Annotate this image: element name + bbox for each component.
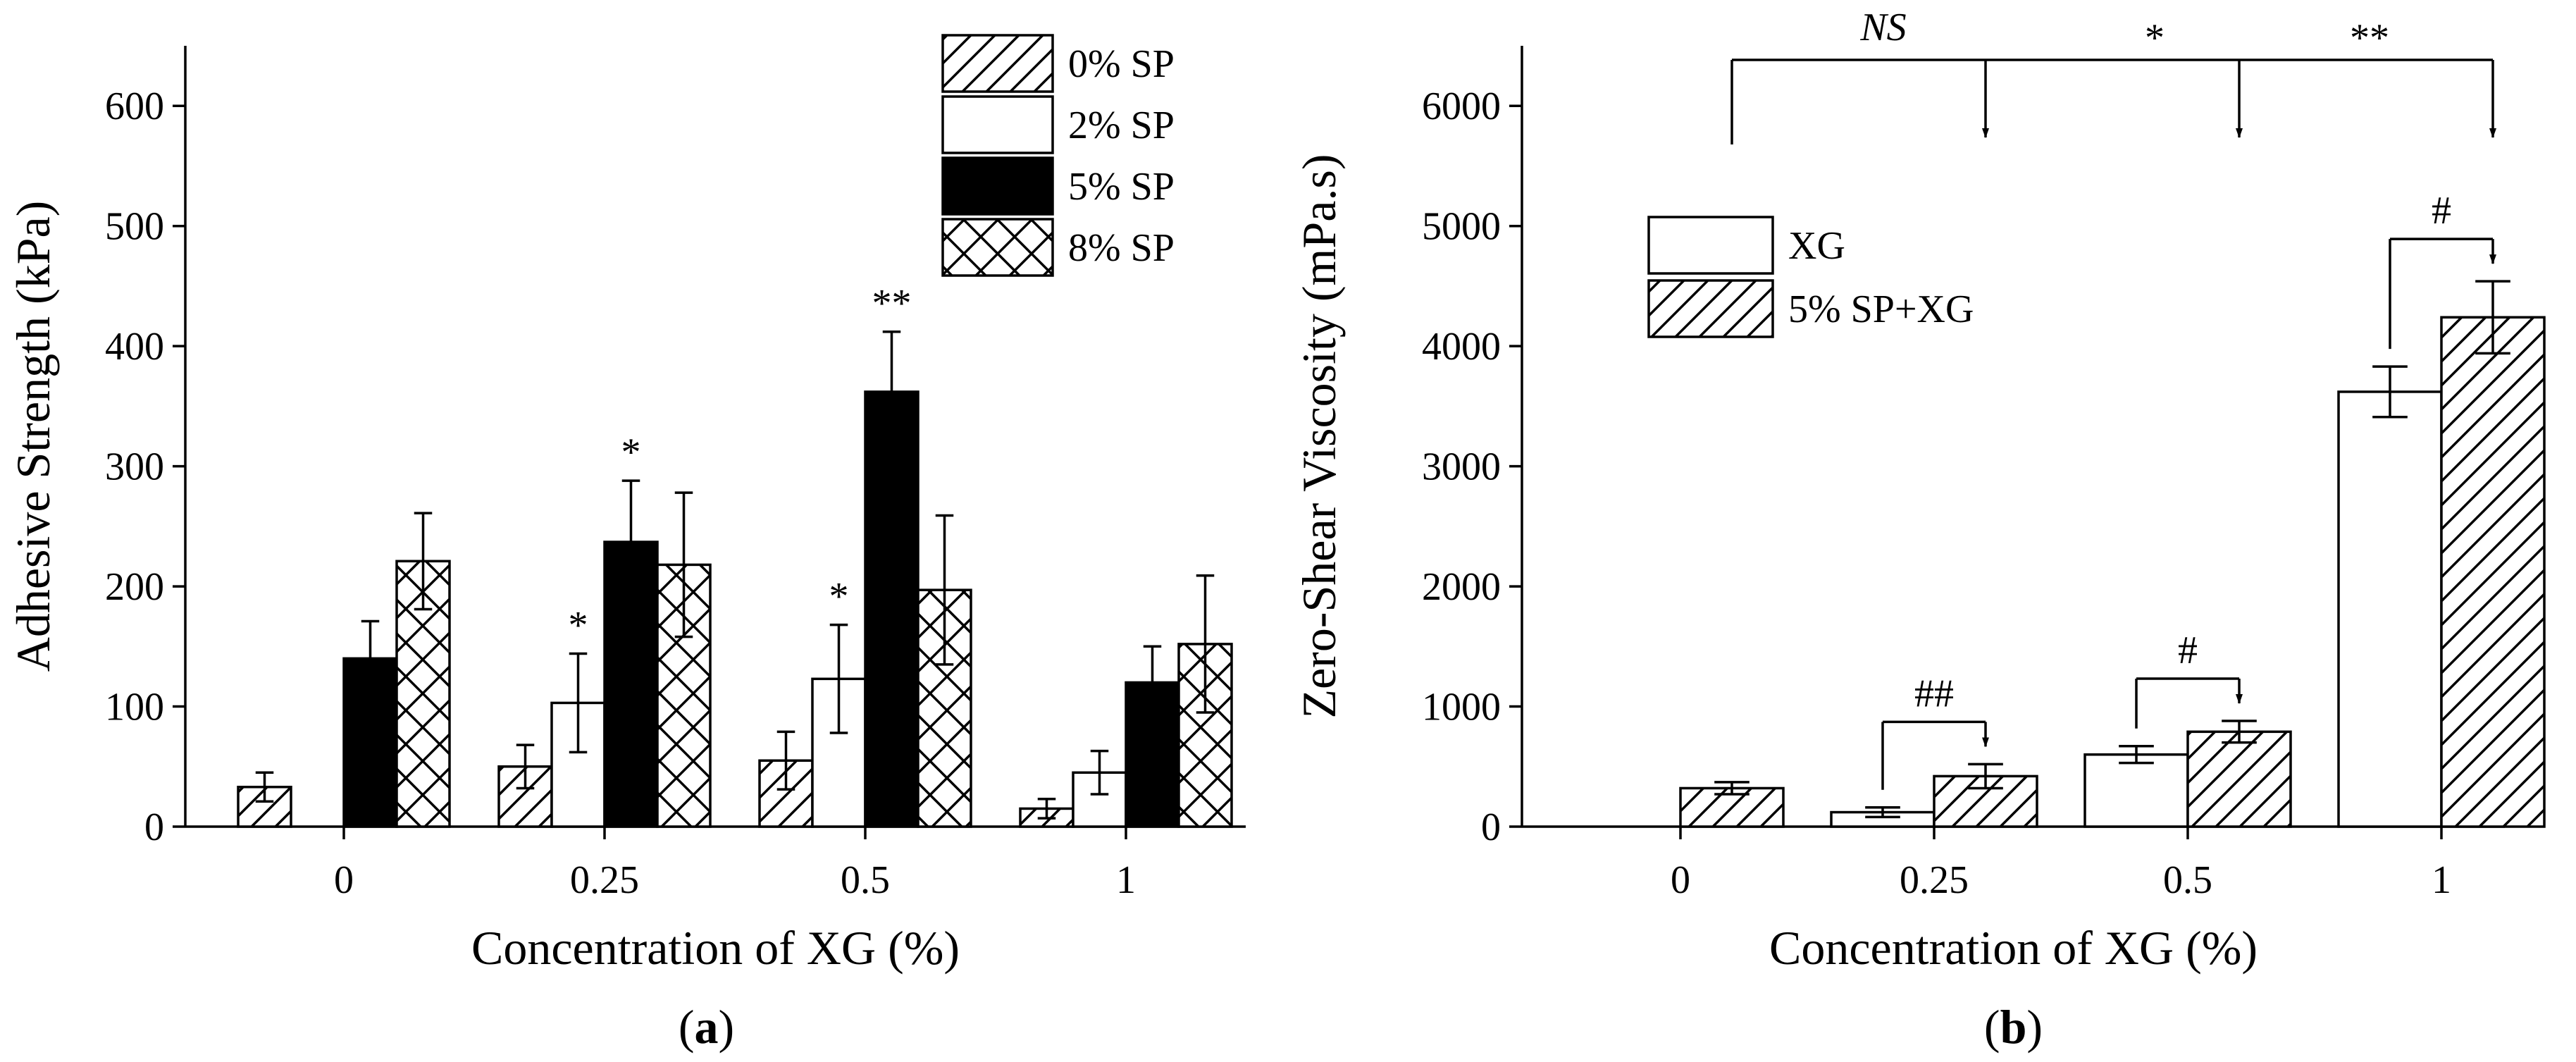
x-axis-title: Concentration of XG (%) [1769,921,2258,975]
y-tick-label: 200 [105,565,164,609]
panel-label: (b) [1984,1000,2043,1054]
legend-swatch [941,95,1054,154]
significance-marker: * [569,604,588,648]
legend-label: 5% SP+XG [1788,288,1974,331]
significance-marker: # [2432,189,2451,233]
y-tick-label: 6000 [1422,85,1501,128]
x-tick-label: 0.5 [841,858,890,902]
panel-letter: a [695,1000,719,1054]
significance-marker: ** [872,282,912,326]
x-tick-label: 0.25 [1900,858,1969,902]
x-tick-label: 0 [334,858,354,902]
y-tick-label: 0 [144,805,164,849]
y-tick-label: 0 [1481,805,1501,849]
y-tick-label: 1000 [1422,686,1501,729]
y-tick-label: 4000 [1422,325,1501,369]
x-tick-label: 0.5 [2163,858,2212,902]
y-tick-label: 100 [105,686,164,729]
y-tick-label: 2000 [1422,565,1501,609]
panel-letter: b [2000,1000,2027,1054]
y-tick-label: 300 [105,445,164,489]
x-tick-label: 0 [1671,858,1690,902]
bar [2440,316,2546,828]
y-tick-label: 500 [105,205,164,249]
significance-marker: * [621,431,641,474]
legend-swatch [941,34,1054,93]
bar [2337,390,2443,828]
x-axis-title: Concentration of XG (%) [471,921,960,975]
x-tick-label: 1 [2432,858,2451,902]
legend-swatch [1647,279,1774,338]
bar [2186,730,2292,828]
significance-marker: * [2145,16,2165,60]
y-axis-title: Zero-Shear Viscosity (mPa.s) [1292,154,1346,718]
significance-marker: # [2178,629,2198,672]
bar [2083,753,2189,828]
significance-marker: * [829,575,849,619]
legend-label: XG [1788,224,1845,268]
chart-panel-b: 0 1000 2000 3000 4000 5000 6000 0 0.25 0.5 1 Concen… [1292,6,2546,1054]
y-tick-label: 5000 [1422,205,1501,249]
x-tick-label: 0.25 [570,858,639,902]
legend-label: 8% SP [1068,226,1175,270]
legend-label: 2% SP [1068,104,1175,147]
chart-panel-a: 0 100 200 300 400 500 600 0 0.25 0.5 1 Concentratio… [6,34,1246,1054]
legend-swatch [941,218,1054,277]
y-tick-label: 600 [105,85,164,128]
legend-swatch [1647,216,1774,275]
y-tick-label: 3000 [1422,445,1501,489]
y-axis-title: Adhesive Strength (kPa) [6,201,60,672]
legend-label: 5% SP [1068,165,1175,209]
significance-marker: ## [1914,672,1954,715]
significance-marker: ** [2350,16,2389,60]
x-tick-label: 1 [1116,858,1136,902]
legend-label: 0% SP [1068,42,1175,86]
y-tick-label: 400 [105,325,164,369]
significance-ns: NS [1859,6,1906,49]
panel-label: (a) [679,1000,734,1054]
bar [864,390,919,828]
legend-swatch [941,156,1054,216]
bar [237,785,292,828]
